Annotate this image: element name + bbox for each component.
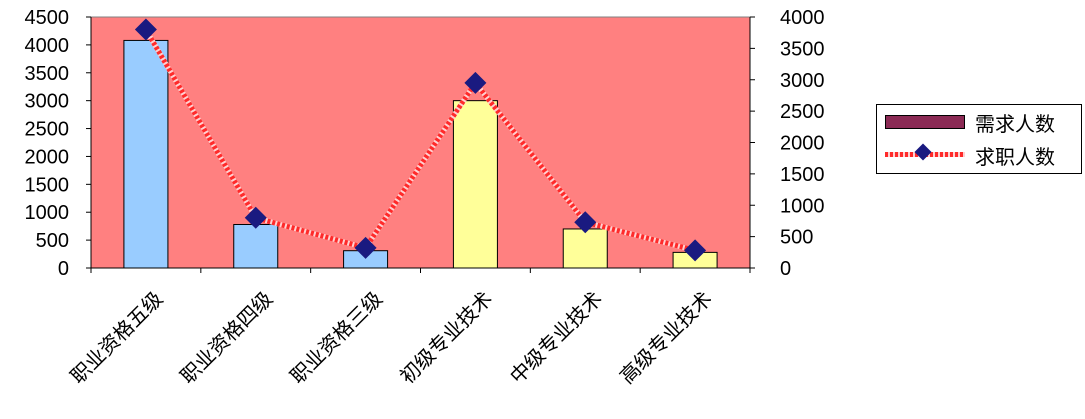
bar-1 — [123, 39, 169, 269]
bar-5 — [562, 228, 608, 269]
y-left-tick-label: 4500 — [25, 7, 70, 29]
legend: 需求人数 求职人数 — [876, 104, 1082, 174]
point-4 — [464, 71, 487, 94]
y-right-tick-label: 1000 — [780, 195, 825, 217]
y-right-tick-label: 4000 — [780, 7, 825, 29]
y-left-tick-label: 0 — [58, 258, 69, 280]
series-line — [143, 28, 696, 253]
legend-item-applicants: 求职人数 — [885, 140, 1055, 170]
plot-area — [90, 16, 751, 269]
y-right-tick-label: 2500 — [780, 101, 825, 123]
legend-label-applicants: 求职人数 — [975, 144, 1055, 169]
y-right-tick-label: 500 — [780, 227, 813, 249]
y-left-tick-label: 3000 — [25, 91, 70, 113]
legend-swatch-demand — [885, 115, 965, 129]
axes — [86, 16, 755, 273]
point-2 — [244, 206, 267, 229]
bar-2 — [233, 223, 279, 269]
x-tick-label: 初级专业技术 — [395, 287, 497, 389]
point-6 — [684, 239, 707, 262]
y-left-tick-label: 3500 — [25, 63, 70, 85]
x-tick-label: 中级专业技术 — [505, 287, 607, 389]
y-right-tick-label: 0 — [780, 258, 791, 280]
y-left-tick-label: 1500 — [25, 174, 70, 196]
legend-item-demand: 需求人数 — [885, 107, 1055, 137]
bar-4 — [452, 100, 498, 269]
x-tick-label: 职业资格三级 — [285, 287, 387, 389]
point-3 — [354, 236, 377, 259]
x-tick-label: 高级专业技术 — [615, 287, 717, 389]
x-tick-label: 职业资格五级 — [66, 287, 168, 389]
legend-swatch-applicants — [885, 143, 965, 166]
y-right-tick-label: 3000 — [780, 70, 825, 92]
y-right-tick-label: 1500 — [780, 164, 825, 186]
line-series — [134, 18, 707, 262]
y-left-tick-label: 1000 — [25, 202, 70, 224]
y-right-tick-label: 2000 — [780, 133, 825, 155]
point-1 — [134, 18, 157, 41]
y-left-tick-label: 2000 — [25, 146, 70, 168]
y-right-tick-label: 3500 — [780, 38, 825, 60]
legend-label-demand: 需求人数 — [975, 111, 1055, 136]
x-tick-label: 职业资格四级 — [175, 287, 277, 389]
y-left-tick-label: 4000 — [25, 35, 70, 57]
y-left-tick-label: 500 — [36, 230, 69, 252]
y-left-tick-label: 2500 — [25, 119, 70, 141]
point-5 — [574, 211, 597, 234]
